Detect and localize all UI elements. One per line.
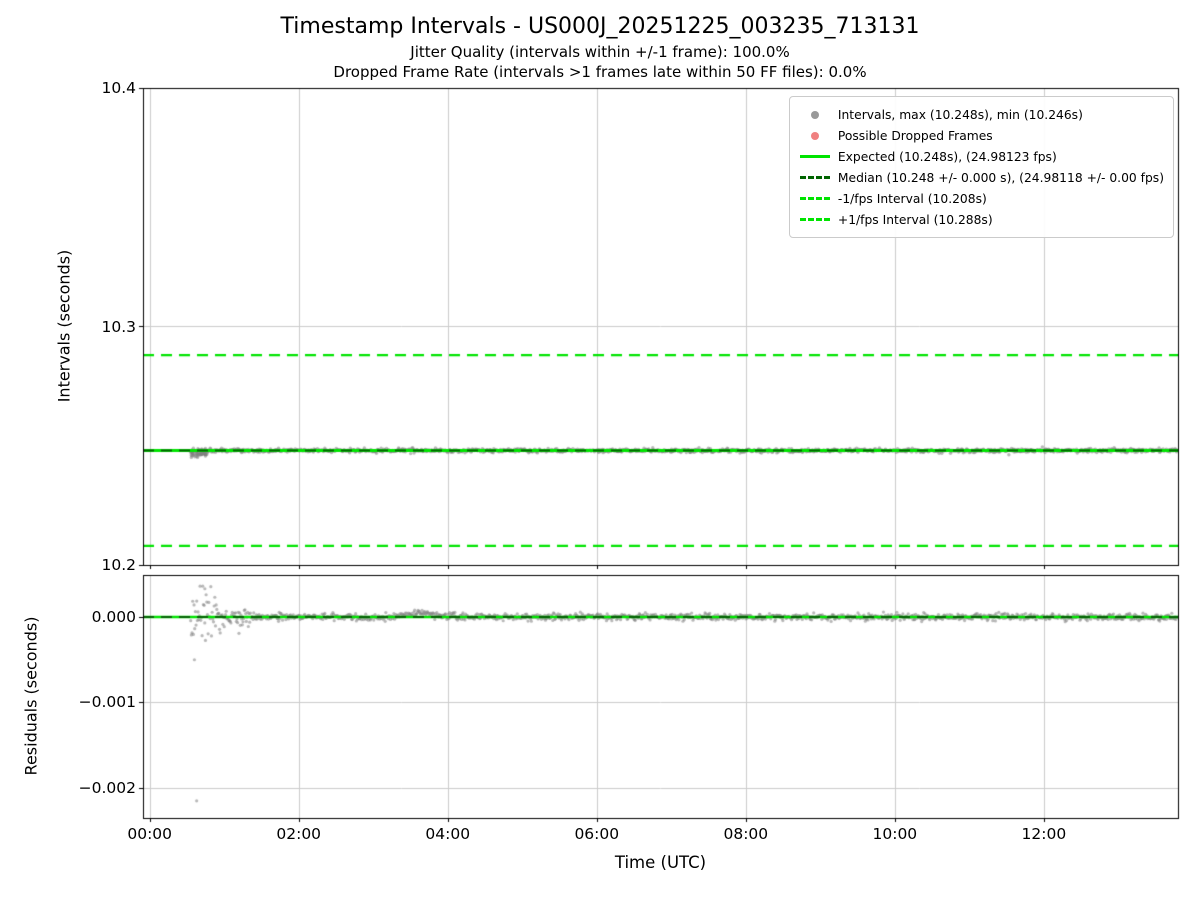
legend-label: Median (10.248 +/- 0.000 s), (24.98118 +… bbox=[837, 170, 1164, 185]
legend-item-0: Intervals, max (10.248s), min (10.246s) bbox=[799, 104, 1164, 125]
legend-label: Expected (10.248s), (24.98123 fps) bbox=[837, 149, 1057, 164]
dropped-frame-rate-subtitle: Dropped Frame Rate (intervals >1 frames … bbox=[333, 63, 867, 81]
legend-line-marker-icon bbox=[799, 155, 831, 158]
legend: Intervals, max (10.248s), min (10.246s) P… bbox=[788, 96, 1174, 238]
legend-item-1: Possible Dropped Frames bbox=[799, 125, 1164, 146]
legend-item-2: Expected (10.248s), (24.98123 fps) bbox=[799, 146, 1164, 167]
intervals-y-axis-label: Intervals (seconds) bbox=[54, 249, 74, 403]
legend-item-3: Median (10.248 +/- 0.000 s), (24.98118 +… bbox=[799, 167, 1164, 188]
chart-title: Timestamp Intervals - US000J_20251225_00… bbox=[280, 14, 920, 39]
legend-dot-marker-icon bbox=[799, 110, 831, 119]
legend-item-4: -1/fps Interval (10.208s) bbox=[799, 188, 1164, 209]
residuals-y-axis-label: Residuals (seconds) bbox=[21, 616, 41, 776]
legend-label: +1/fps Interval (10.288s) bbox=[837, 212, 993, 227]
legend-label: Intervals, max (10.248s), min (10.246s) bbox=[837, 107, 1083, 122]
legend-label: -1/fps Interval (10.208s) bbox=[837, 191, 987, 206]
jitter-quality-subtitle: Jitter Quality (intervals within +/-1 fr… bbox=[410, 43, 790, 61]
legend-line-marker-icon bbox=[799, 197, 831, 200]
legend-line-marker-icon bbox=[799, 176, 831, 179]
legend-label: Possible Dropped Frames bbox=[837, 128, 993, 143]
legend-dot-marker-icon bbox=[799, 131, 831, 140]
x-axis-label: Time (UTC) bbox=[614, 853, 707, 872]
legend-line-marker-icon bbox=[799, 218, 831, 221]
legend-item-5: +1/fps Interval (10.288s) bbox=[799, 209, 1164, 230]
